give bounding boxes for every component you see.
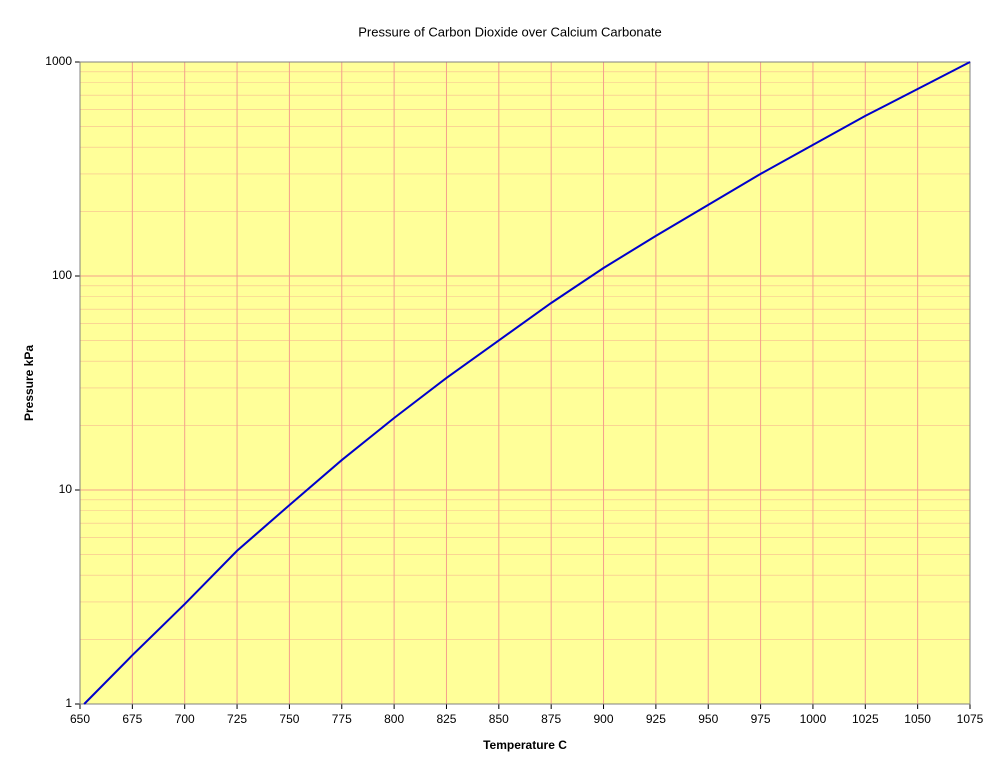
x-tick-label: 675 (122, 712, 142, 726)
x-tick-label: 700 (175, 712, 195, 726)
x-tick-label: 875 (541, 712, 561, 726)
x-tick-label: 750 (279, 712, 299, 726)
x-tick-label: 950 (698, 712, 718, 726)
plot-area (80, 62, 970, 704)
y-tick-label: 1 (65, 696, 72, 710)
x-tick-label: 775 (332, 712, 352, 726)
x-tick-label: 725 (227, 712, 247, 726)
x-tick-label: 850 (489, 712, 509, 726)
chart-title: Pressure of Carbon Dioxide over Calcium … (358, 24, 661, 39)
plot-border (79, 61, 971, 705)
x-tick-label: 800 (384, 712, 404, 726)
x-tick-label: 900 (594, 712, 614, 726)
data-line (83, 61, 971, 705)
y-axis-title: Pressure kPa (22, 345, 36, 421)
x-tick-label: 825 (436, 712, 456, 726)
x-tick-label: 925 (646, 712, 666, 726)
y-tick-label: 10 (59, 482, 73, 496)
y-tick-label: 1000 (45, 54, 72, 68)
x-tick-label: 1050 (904, 712, 931, 726)
x-tick-label: 1025 (852, 712, 879, 726)
x-tick-label: 1000 (800, 712, 827, 726)
x-tick-label: 975 (751, 712, 771, 726)
x-tick-label: 1075 (957, 712, 984, 726)
y-tick-label: 100 (52, 268, 72, 282)
x-tick-label: 650 (70, 712, 90, 726)
x-axis-title: Temperature C (483, 738, 567, 752)
